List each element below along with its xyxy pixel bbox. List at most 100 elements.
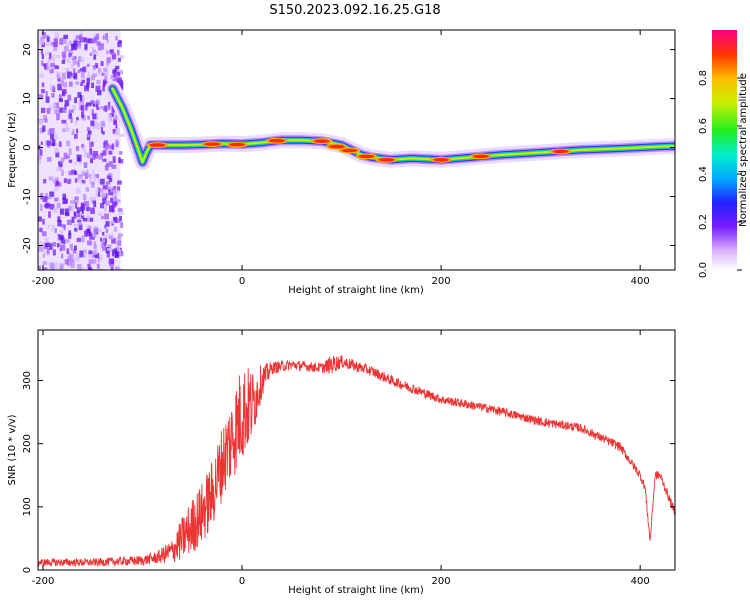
noise-speckle xyxy=(76,253,81,259)
noise-speckle xyxy=(92,49,97,54)
noise-speckle xyxy=(112,207,115,213)
noise-speckle xyxy=(89,196,94,201)
noise-speckle xyxy=(60,240,66,245)
noise-speckle xyxy=(70,200,75,205)
noise-speckle xyxy=(74,245,77,251)
noise-speckle xyxy=(77,174,83,181)
noise-speckle xyxy=(98,44,102,51)
noise-speckle xyxy=(74,256,80,262)
noise-speckle xyxy=(72,248,77,254)
noise-speckle xyxy=(79,57,84,62)
noise-speckle xyxy=(100,61,104,67)
noise-speckle xyxy=(68,148,72,155)
noise-speckle xyxy=(39,204,43,211)
noise-speckle xyxy=(55,142,61,146)
noise-speckle xyxy=(91,181,95,188)
noise-speckle xyxy=(99,254,103,261)
noise-speckle xyxy=(93,54,97,60)
noise-speckle xyxy=(82,66,87,73)
noise-speckle xyxy=(95,33,100,40)
noise-speckle xyxy=(69,40,72,46)
noise-speckle xyxy=(81,209,84,215)
noise-speckle xyxy=(103,67,108,72)
snr-frame xyxy=(37,329,676,571)
noise-speckle xyxy=(111,164,117,169)
noise-speckle xyxy=(116,72,121,77)
noise-speckle xyxy=(85,103,88,111)
noise-speckle xyxy=(63,34,69,39)
noise-speckle xyxy=(80,71,85,78)
noise-speckle xyxy=(103,141,106,149)
noise-speckle xyxy=(93,51,99,56)
noise-speckle xyxy=(92,73,97,77)
noise-speckle xyxy=(61,60,65,64)
noise-speckle xyxy=(110,75,115,79)
noise-speckle xyxy=(39,149,43,156)
noise-speckle xyxy=(56,166,60,172)
noise-speckle xyxy=(102,85,107,92)
hot-spot xyxy=(313,139,330,143)
noise-speckle xyxy=(106,251,111,258)
noise-speckle xyxy=(46,40,51,47)
noise-speckle xyxy=(54,197,59,202)
noise-speckle xyxy=(57,216,61,222)
noise-speckle xyxy=(118,249,122,255)
colorbar-tick-label: 0.4 xyxy=(698,166,709,182)
noise-speckle xyxy=(41,54,44,60)
snr-plot-area xyxy=(38,330,675,570)
noise-speckle xyxy=(98,228,102,233)
noise-speckle xyxy=(119,151,123,155)
noise-speckle xyxy=(38,158,42,165)
noise-speckle xyxy=(64,259,69,265)
noise-speckle xyxy=(84,85,89,92)
noise-speckle xyxy=(66,71,72,79)
y-tick-label: 100 xyxy=(22,497,33,516)
noise-speckle xyxy=(76,210,81,217)
noise-speckle xyxy=(47,196,52,200)
noise-speckle xyxy=(90,158,93,164)
noise-speckle xyxy=(103,106,106,112)
noise-speckle xyxy=(107,104,111,111)
noise-speckle xyxy=(59,230,63,236)
noise-speckle xyxy=(74,134,78,139)
noise-speckle xyxy=(114,115,117,122)
noise-speckle xyxy=(114,266,120,270)
hot-spot xyxy=(378,157,395,162)
noise-speckle xyxy=(99,188,104,193)
noise-speckle xyxy=(59,208,65,215)
noise-speckle xyxy=(77,219,82,223)
noise-speckle xyxy=(106,57,111,64)
colorbar-ticks: 0.0 0.2 0.4 0.6 0.8 xyxy=(698,70,742,278)
noise-speckle xyxy=(67,178,72,184)
noise-speckle xyxy=(50,62,55,68)
noise-speckle xyxy=(111,187,114,193)
noise-speckle xyxy=(82,37,87,43)
noise-speckle xyxy=(44,118,48,123)
noise-speckle xyxy=(86,63,90,67)
noise-speckle xyxy=(66,219,72,226)
noise-speckle xyxy=(59,38,63,45)
noise-speckle xyxy=(38,156,42,160)
colorbar-tick-label: 0.2 xyxy=(698,214,709,230)
noise-speckle xyxy=(73,223,79,228)
noise-speckle xyxy=(42,231,47,237)
noise-speckle xyxy=(61,37,67,44)
noise-speckle xyxy=(85,187,89,192)
colorbar-label: Normalized spectral amplitude xyxy=(738,73,749,227)
noise-speckle xyxy=(42,63,46,67)
noise-speckle xyxy=(104,213,110,220)
noise-speckle xyxy=(115,65,120,70)
noise-speckle xyxy=(109,145,113,150)
noise-speckle xyxy=(67,94,72,101)
noise-speckle xyxy=(92,65,96,71)
noise-speckle xyxy=(93,36,98,43)
noise-speckle xyxy=(96,263,100,269)
noise-speckle xyxy=(46,247,50,255)
noise-speckle xyxy=(97,256,100,263)
noise-speckle xyxy=(70,55,75,60)
noise-speckle xyxy=(119,215,122,222)
noise-speckle xyxy=(68,109,74,113)
noise-speckle xyxy=(44,63,48,70)
noise-speckle xyxy=(108,189,111,196)
noise-speckle xyxy=(69,113,72,119)
